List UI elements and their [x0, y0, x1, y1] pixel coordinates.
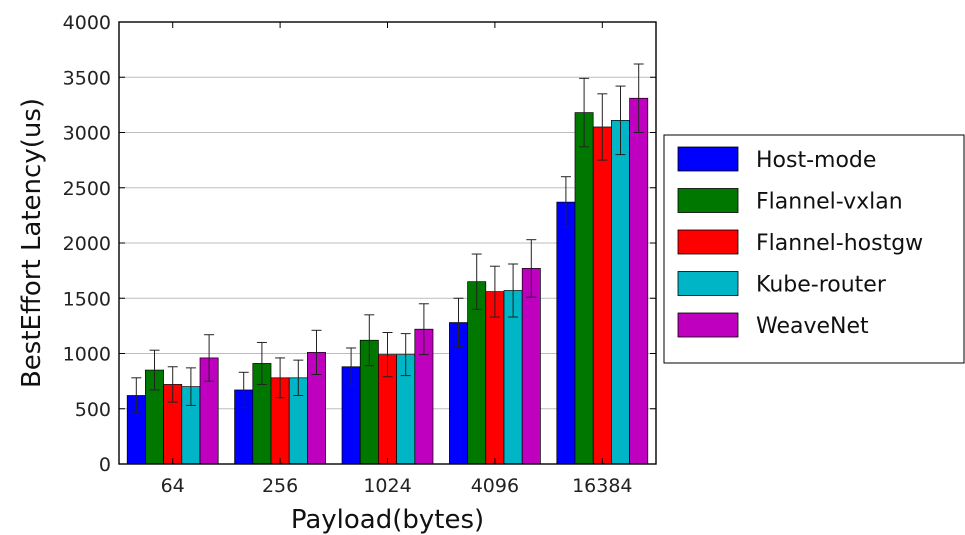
y-tick-label: 500: [75, 399, 111, 421]
y-axis-title: BestEffort Latency(us): [17, 98, 47, 388]
bar-flannel-hostgw-16384: [592, 126, 612, 465]
y-tick-label: 3500: [63, 67, 111, 89]
bar-flannel-vxlan-16384: [574, 112, 594, 465]
axis-ticks: 0 500 1000 1500 2000 2500 3000 3500 4000 64 256 102…: [63, 12, 656, 497]
legend-label: Flannel-hostgw: [756, 231, 923, 256]
bars: [126, 97, 649, 465]
x-tick-label: 256: [262, 475, 298, 497]
x-tick-label: 1024: [363, 475, 411, 497]
y-tick-label: 3000: [63, 123, 111, 145]
bar-weavenet-16384: [629, 97, 649, 465]
bar-host-mode-16384: [556, 201, 576, 465]
x-tick-label: 64: [161, 475, 185, 497]
error-bars: [131, 63, 644, 414]
bar-weavenet-4096: [521, 268, 541, 465]
legend-swatch: [677, 229, 739, 255]
y-tick-label: 1000: [63, 344, 111, 366]
x-tick-label: 4096: [471, 475, 519, 497]
legend-label: Flannel-vxlan: [756, 190, 903, 215]
x-tick-label: 16384: [572, 475, 632, 497]
legend-swatch: [677, 146, 739, 172]
legend: Host-mode Flannel-vxlan Flannel-hostgw Kube…: [663, 134, 965, 364]
y-tick-label: 2500: [63, 178, 111, 200]
legend-swatch: [677, 188, 739, 213]
legend-swatch: [677, 312, 739, 338]
grid-lines: [119, 76, 656, 410]
y-tick-label: 1500: [63, 288, 111, 310]
y-tick-label: 4000: [63, 12, 111, 34]
legend-label: Kube-router: [756, 273, 887, 298]
legend-label: WeaveNet: [756, 314, 869, 339]
legend-label: Host-mode: [756, 148, 876, 173]
legend-swatch: [677, 271, 739, 296]
x-axis-title: Payload(bytes): [291, 505, 484, 535]
bar-kube-router-16384: [611, 119, 630, 465]
y-tick-label: 0: [99, 454, 111, 476]
y-tick-label: 2000: [63, 233, 111, 255]
